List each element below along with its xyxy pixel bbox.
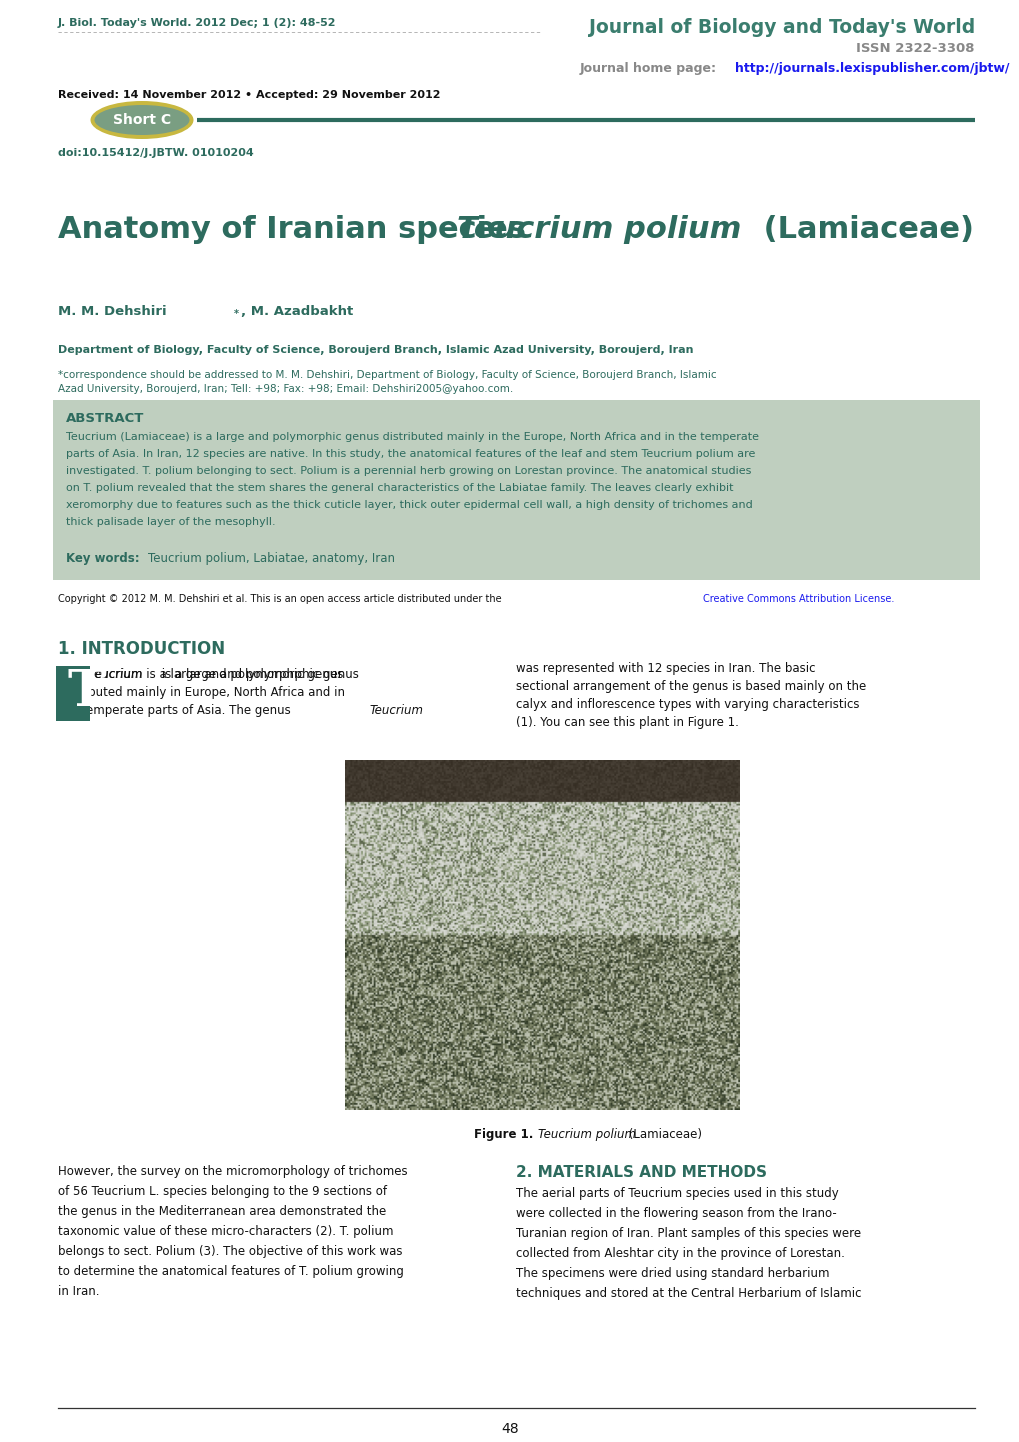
Text: (1). You can see this plant in Figure 1.: (1). You can see this plant in Figure 1.: [516, 717, 738, 730]
Text: Teucrium polium, Labiatae, anatomy, Iran: Teucrium polium, Labiatae, anatomy, Iran: [148, 552, 394, 565]
Text: T: T: [68, 668, 105, 717]
Text: , M. Azadbakht: , M. Azadbakht: [240, 306, 353, 319]
Text: (Lamiaceae): (Lamiaceae): [625, 1128, 702, 1141]
Text: belongs to sect. Polium (3). The objective of this work was: belongs to sect. Polium (3). The objecti…: [58, 1244, 403, 1257]
Text: parts of Asia. In Iran, 12 species are native. In this study, the anatomical fea: parts of Asia. In Iran, 12 species are n…: [66, 448, 755, 459]
Text: Teucrium polium: Teucrium polium: [457, 215, 741, 244]
Text: Teucrium (Lamiaceae) is a large and polymorphic genus distributed mainly in the : Teucrium (Lamiaceae) is a large and poly…: [66, 433, 758, 443]
Text: doi:10.15412/J.JBTW. 01010204: doi:10.15412/J.JBTW. 01010204: [58, 149, 254, 159]
Text: Turanian region of Iran. Plant samples of this species were: Turanian region of Iran. Plant samples o…: [516, 1227, 860, 1240]
Text: is a large and polymorphic genus: is a large and polymorphic genus: [158, 668, 359, 681]
Text: 2. MATERIALS AND METHODS: 2. MATERIALS AND METHODS: [516, 1165, 766, 1180]
Text: Key words:: Key words:: [66, 552, 144, 565]
Text: The specimens were dried using standard herbarium: The specimens were dried using standard …: [516, 1268, 828, 1280]
Text: The aerial parts of Teucrium species used in this study: The aerial parts of Teucrium species use…: [516, 1187, 838, 1200]
Text: Anatomy of Iranian species: Anatomy of Iranian species: [58, 215, 536, 244]
Text: collected from Aleshtar city in the province of Lorestan.: collected from Aleshtar city in the prov…: [516, 1247, 844, 1260]
Text: Journal home page:: Journal home page:: [580, 62, 720, 75]
Text: distributed mainly in Europe, North Africa and in: distributed mainly in Europe, North Afri…: [58, 686, 344, 699]
Ellipse shape: [95, 105, 190, 136]
Text: in Iran.: in Iran.: [58, 1285, 100, 1298]
Text: xeromorphy due to features such as the thick cuticle layer, thick outer epiderma: xeromorphy due to features such as the t…: [66, 500, 752, 510]
Text: investigated. T. polium belonging to sect. Polium is a perennial herb growing on: investigated. T. polium belonging to sec…: [66, 466, 751, 476]
Text: calyx and inflorescence types with varying characteristics: calyx and inflorescence types with varyi…: [516, 698, 859, 711]
Text: Short C: Short C: [113, 112, 171, 127]
Text: Azad University, Boroujerd, Iran; Tell: +98; Fax: +98; Email: Dehshiri2005@yahoo: Azad University, Boroujerd, Iran; Tell: …: [58, 384, 513, 394]
Text: J. Biol. Today's World. 2012 Dec; 1 (2): 48-52: J. Biol. Today's World. 2012 Dec; 1 (2):…: [58, 17, 336, 27]
Text: were collected in the flowering season from the Irano-: were collected in the flowering season f…: [516, 1207, 836, 1220]
Text: Teucrium polium: Teucrium polium: [538, 1128, 636, 1141]
Text: (Lamiaceae): (Lamiaceae): [752, 215, 973, 244]
Ellipse shape: [91, 101, 194, 138]
Text: http://journals.lexispublisher.com/jbtw/: http://journals.lexispublisher.com/jbtw/: [735, 62, 1009, 75]
Text: However, the survey on the micromorphology of trichomes: However, the survey on the micromorpholo…: [58, 1165, 408, 1178]
Text: Received: 14 November 2012 • Accepted: 29 November 2012: Received: 14 November 2012 • Accepted: 2…: [58, 89, 440, 99]
Text: *correspondence should be addressed to M. M. Dehshiri, Department of Biology, Fa: *correspondence should be addressed to M…: [58, 371, 716, 381]
Text: Department of Biology, Faculty of Science, Boroujerd Branch, Islamic Azad Univer: Department of Biology, Faculty of Scienc…: [58, 345, 693, 355]
Text: of 56 Teucrium L. species belonging to the 9 sections of: of 56 Teucrium L. species belonging to t…: [58, 1185, 386, 1198]
Text: Figure 1.: Figure 1.: [474, 1128, 537, 1141]
FancyBboxPatch shape: [53, 399, 979, 580]
Text: Creative Commons Attribution License.: Creative Commons Attribution License.: [702, 594, 894, 604]
Text: *: *: [233, 309, 238, 319]
Text: thick palisade layer of the mesophyll.: thick palisade layer of the mesophyll.: [66, 518, 275, 526]
Text: 1. INTRODUCTION: 1. INTRODUCTION: [58, 640, 225, 658]
Text: Copyright © 2012 M. M. Dehshiri et al. This is an open access article distribute: Copyright © 2012 M. M. Dehshiri et al. T…: [58, 594, 504, 604]
Text: ISSN 2322-3308: ISSN 2322-3308: [856, 42, 974, 55]
FancyBboxPatch shape: [56, 666, 90, 721]
Text: taxonomic value of these micro-characters (2). T. polium: taxonomic value of these micro-character…: [58, 1226, 393, 1239]
Text: was represented with 12 species in Iran. The basic: was represented with 12 species in Iran.…: [516, 662, 815, 675]
Text: ABSTRACT: ABSTRACT: [66, 412, 145, 425]
Text: eucrium is a large and polymorphic genus: eucrium is a large and polymorphic genus: [94, 668, 343, 681]
Text: on T. polium revealed that the stem shares the general characteristics of the La: on T. polium revealed that the stem shar…: [66, 483, 733, 493]
Text: Teucrium: Teucrium: [370, 704, 424, 717]
Text: the genus in the Mediterranean area demonstrated the: the genus in the Mediterranean area demo…: [58, 1206, 386, 1218]
Text: sectional arrangement of the genus is based mainly on the: sectional arrangement of the genus is ba…: [516, 681, 865, 694]
Text: the temperate parts of Asia. The genus: the temperate parts of Asia. The genus: [58, 704, 294, 717]
Text: Journal of Biology and Today's World: Journal of Biology and Today's World: [588, 17, 974, 37]
Text: to determine the anatomical features of T. polium growing: to determine the anatomical features of …: [58, 1265, 404, 1278]
Text: techniques and stored at the Central Herbarium of Islamic: techniques and stored at the Central Her…: [516, 1288, 861, 1301]
Text: eucrium: eucrium: [94, 668, 143, 681]
Text: 48: 48: [500, 1422, 519, 1436]
Text: M. M. Dehshiri: M. M. Dehshiri: [58, 306, 166, 319]
